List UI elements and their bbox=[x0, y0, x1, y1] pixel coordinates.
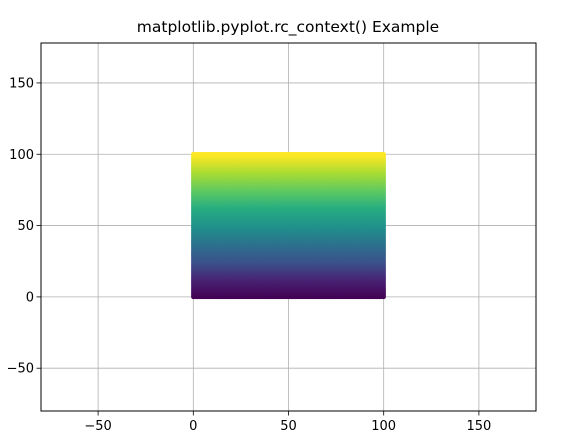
scatter-points bbox=[191, 152, 386, 300]
chart-title: matplotlib.pyplot.rc_context() Example bbox=[137, 18, 439, 37]
